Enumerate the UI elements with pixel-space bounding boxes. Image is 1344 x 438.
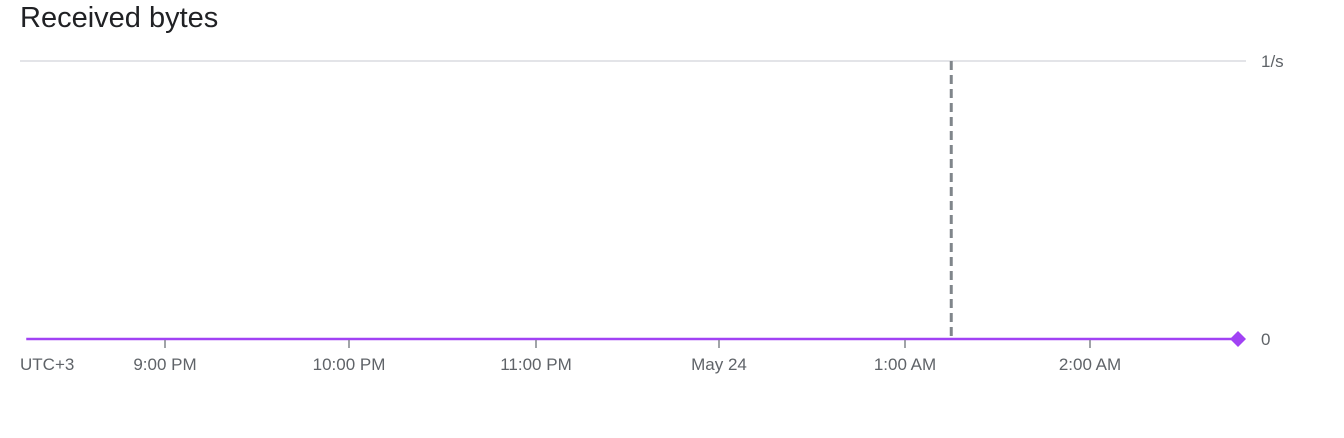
x-tick-label: 1:00 AM [874,355,936,374]
series-layer [26,331,1246,347]
x-tick-label: 11:00 PM [500,355,572,374]
x-tick-label: 2:00 AM [1059,355,1121,374]
timezone-label: UTC+3 [20,355,74,374]
chart-title: Received bytes [20,2,219,34]
x-tick-label: May 24 [691,355,747,374]
y-tick-label: 1/s [1261,52,1284,71]
x-tick-label: 9:00 PM [133,355,196,374]
series-end-marker [1230,331,1246,347]
axis-layer: 1/s 0 9:00 PM 10:00 PM 11:00 PM May 24 1:00 AM… [20,52,1284,374]
x-tick-label: 10:00 PM [313,355,386,374]
y-tick-label: 0 [1261,330,1270,349]
